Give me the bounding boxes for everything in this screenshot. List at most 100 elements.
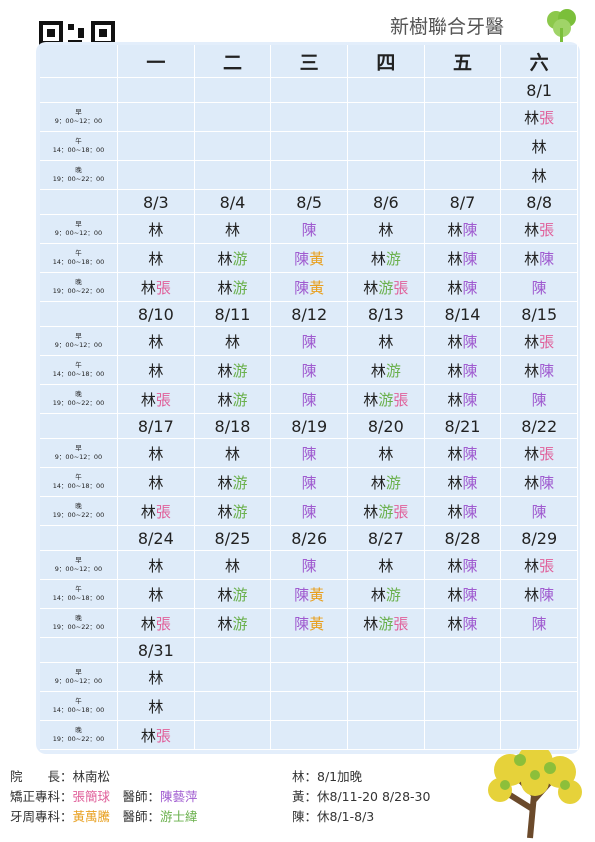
slot-name: 早 — [75, 332, 82, 340]
doctor-mark: 游 — [378, 278, 394, 297]
schedule-cell: 林 — [118, 215, 195, 244]
doctor-mark: 林 — [224, 444, 240, 463]
date-cell — [118, 78, 195, 103]
schedule-cell: 林張 — [501, 215, 578, 244]
date-label: 8/14 — [444, 304, 481, 324]
slot-time: 14：00~18：00 — [52, 706, 105, 714]
doctor-mark: 陳 — [462, 502, 478, 521]
slot-time: 9：00~12：00 — [54, 565, 103, 573]
schedule-cell: 林游 — [194, 244, 272, 273]
schedule-cell — [194, 692, 272, 721]
date-label: 8/18 — [214, 416, 251, 436]
slot-label-cell: 早 9：00~12：00 — [40, 663, 118, 692]
slot-label-cell: 晚 19：00~22：00 — [40, 497, 118, 526]
date-cell: 8/1 — [501, 78, 578, 103]
doctor-mark: 游 — [385, 473, 401, 492]
doctor-mark: 林 — [148, 332, 164, 351]
doctor-mark: 林 — [217, 278, 233, 297]
doctor-mark: 張 — [539, 108, 555, 127]
schedule-cell: 陳黃 — [271, 580, 348, 609]
schedule-cell: 林 — [194, 551, 272, 580]
schedule-cell: 林 — [118, 551, 195, 580]
doctor-mark: 林 — [447, 390, 463, 409]
slot-time: 9：00~12：00 — [54, 677, 103, 685]
staff-text: 黃萬騰 — [72, 809, 111, 824]
slot-time: 9：00~12：00 — [54, 117, 103, 125]
doctor-mark: 林 — [447, 473, 463, 492]
doctor-mark: 林 — [363, 278, 379, 297]
schedule-cell: 林游張 — [348, 273, 425, 302]
doctor-mark: 游 — [378, 614, 394, 633]
doctor-mark: 游 — [232, 502, 248, 521]
corner-cell — [40, 45, 118, 78]
schedule-cell: 林 — [118, 692, 195, 721]
slot-name: 早 — [75, 668, 82, 676]
weekday-label: 四 — [376, 51, 396, 74]
doctor-mark: 林 — [370, 473, 386, 492]
slot-name: 午 — [75, 249, 82, 257]
date-cell — [271, 638, 348, 663]
date-label: 8/19 — [291, 416, 328, 436]
doctor-mark: 游 — [232, 249, 248, 268]
weekday-label: 六 — [529, 51, 549, 74]
doctor-mark: 林 — [148, 585, 164, 604]
doctor-mark: 林 — [217, 502, 233, 521]
date-cell: 8/26 — [271, 526, 348, 551]
doctor-mark: 陳 — [462, 614, 478, 633]
schedule-cell: 林張 — [501, 103, 578, 132]
staff-text: 醫師： — [110, 789, 161, 804]
slot-label-cell: 午 14：00~18：00 — [40, 132, 118, 161]
slot-time: 19：00~22：00 — [52, 287, 105, 295]
doctor-mark: 陳 — [301, 556, 317, 575]
schedule-cell — [348, 692, 425, 721]
date-label: 8/21 — [444, 416, 481, 436]
doctor-mark: 張 — [155, 278, 171, 297]
staff-text: 游士緯 — [160, 809, 198, 824]
date-label: 8/11 — [214, 304, 251, 324]
slot-time: 19：00~22：00 — [52, 735, 105, 743]
schedule-cell: 陳 — [271, 468, 348, 497]
schedule-cell — [424, 721, 502, 750]
doctor-mark: 張 — [393, 502, 409, 521]
date-cell — [424, 78, 502, 103]
doctor-mark: 林 — [140, 278, 156, 297]
date-cell — [271, 78, 348, 103]
schedule-cell: 林游 — [194, 273, 272, 302]
schedule-note: 黃：休8/11-20 8/28-30 — [292, 789, 431, 804]
schedule-cell: 林陳 — [424, 327, 502, 356]
doctor-mark: 林 — [378, 444, 394, 463]
slot-name: 午 — [75, 697, 82, 705]
schedule-cell: 林陳 — [424, 244, 502, 273]
schedule-cell — [271, 103, 348, 132]
doctor-mark: 陳 — [301, 361, 317, 380]
weekday-header: 二 — [194, 45, 272, 78]
slot-time: 14：00~18：00 — [52, 146, 105, 154]
weekday-label: 一 — [146, 51, 166, 74]
date-label: 8/3 — [142, 192, 169, 212]
doctor-mark: 張 — [539, 556, 555, 575]
doctor-mark: 林 — [524, 444, 540, 463]
doctor-mark: 陳 — [301, 220, 317, 239]
schedule-cell: 陳 — [271, 356, 348, 385]
doctor-mark: 林 — [524, 249, 540, 268]
slot-label-cell: 晚 19：00~22：00 — [40, 161, 118, 190]
date-row-label — [40, 78, 118, 103]
schedule-cell — [424, 132, 502, 161]
schedule-cell: 林游 — [194, 580, 272, 609]
schedule-cell — [194, 721, 272, 750]
schedule-cell: 陳 — [271, 551, 348, 580]
doctor-mark: 林 — [524, 361, 540, 380]
schedule-cell: 林陳 — [501, 356, 578, 385]
date-cell: 8/19 — [271, 414, 348, 439]
doctor-mark: 陳 — [294, 614, 310, 633]
date-cell: 8/8 — [501, 190, 578, 215]
date-label: 8/26 — [291, 528, 328, 548]
doctor-mark: 陳 — [539, 361, 555, 380]
slot-label-cell: 晚 19：00~22：00 — [40, 385, 118, 414]
weekday-header: 四 — [348, 45, 425, 78]
doctor-mark: 林 — [447, 361, 463, 380]
doctor-mark: 游 — [232, 361, 248, 380]
schedule-cell: 林 — [118, 663, 195, 692]
date-cell — [348, 638, 425, 663]
doctor-mark: 張 — [393, 278, 409, 297]
